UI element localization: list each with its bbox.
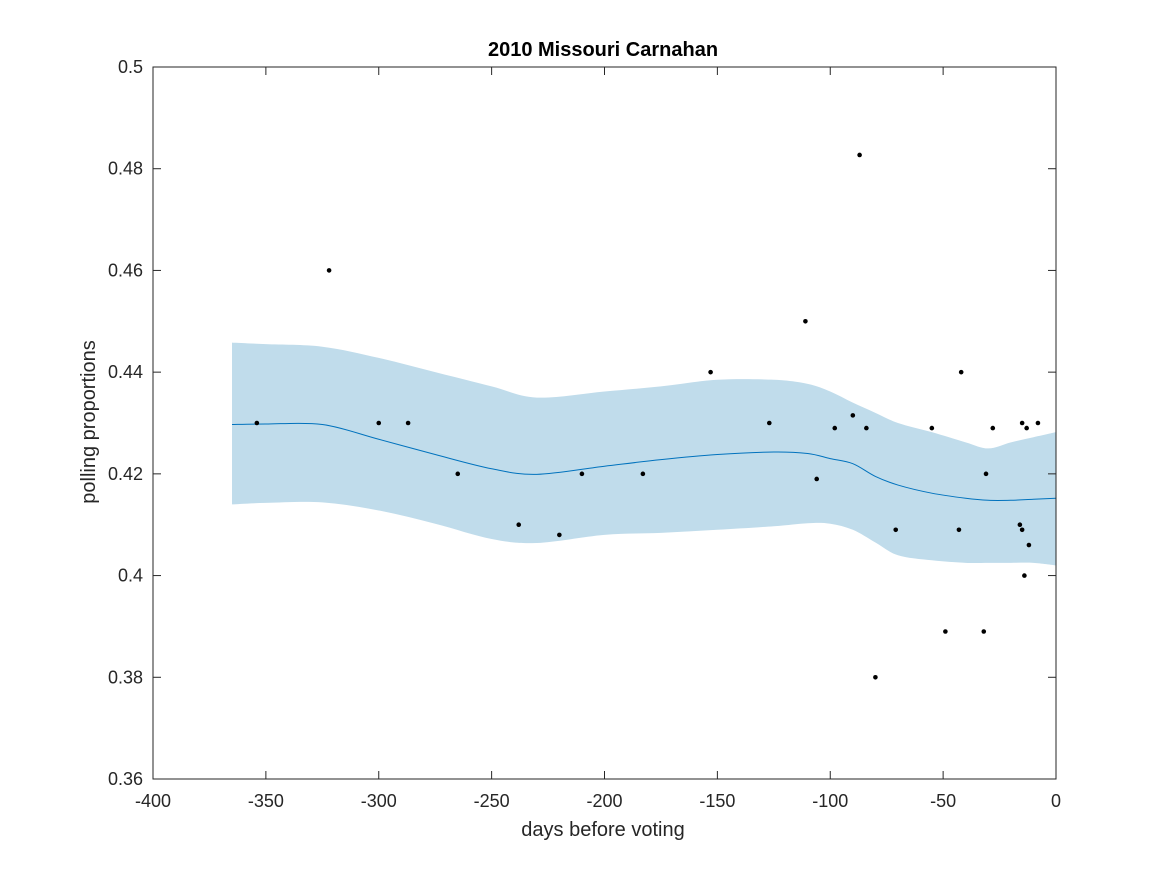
y-tick-label: 0.5 (118, 57, 143, 77)
poll-point (832, 425, 838, 431)
poll-point (893, 527, 899, 533)
x-tick-label: -200 (586, 791, 622, 811)
trend-line (232, 422, 1057, 501)
poll-point (857, 152, 862, 158)
trend-line-layer (232, 422, 1057, 501)
x-tick-label: -400 (135, 791, 171, 811)
poll-point (990, 425, 996, 431)
poll-point (1022, 573, 1027, 578)
y-tick-label: 0.36 (108, 769, 143, 789)
y-tick-label: 0.48 (108, 159, 143, 179)
poll-point (455, 471, 461, 477)
confidence-band-layer (232, 342, 1056, 566)
poll-point (983, 471, 989, 477)
x-tick-label: -150 (699, 791, 735, 811)
y-axis-label: polling proportions (78, 340, 100, 503)
poll-point (1026, 542, 1032, 548)
y-tick-label: 0.46 (108, 260, 143, 280)
poll-point (1024, 425, 1029, 431)
x-axis-label: days before voting (521, 819, 684, 841)
x-tick-label: 0 (1051, 791, 1061, 811)
y-tick-label: 0.42 (108, 464, 143, 484)
poll-point (767, 420, 772, 426)
poll-point (376, 420, 382, 426)
poll-point (1017, 522, 1023, 528)
poll-point (1019, 527, 1025, 533)
ticks-layer: -400 -350 -300 -250 -200 -150 -100 -50 0 0.36 0.38… (108, 57, 1061, 811)
poll-point (1019, 420, 1025, 426)
x-tick-label: -250 (474, 791, 510, 811)
poll-point (405, 420, 411, 426)
poll-point (803, 318, 808, 324)
x-tick-label: -300 (361, 791, 397, 811)
poll-point (943, 629, 948, 634)
poll-point (850, 413, 856, 418)
poll-point (956, 527, 962, 533)
y-tick-label: 0.44 (108, 362, 143, 382)
x-tick-label: -350 (248, 791, 284, 811)
x-tick-label: -100 (812, 791, 848, 811)
x-tick-label: -50 (930, 791, 956, 811)
poll-point (254, 420, 260, 426)
confidence-band (232, 342, 1056, 566)
poll-point (929, 425, 935, 431)
poll-point (579, 471, 585, 477)
poll-point (326, 268, 332, 273)
chart-title: 2010 Missouri Carnahan (488, 39, 718, 61)
poll-point (516, 522, 522, 528)
poll-point (814, 476, 820, 482)
poll-points-layer (254, 152, 1041, 680)
y-tick-label: 0.38 (108, 667, 143, 687)
poll-point (981, 629, 987, 634)
poll-point (557, 532, 562, 538)
poll-point (958, 369, 964, 375)
poll-point (864, 425, 869, 431)
poll-point (708, 369, 713, 375)
poll-point (640, 471, 646, 477)
y-tick-label: 0.4 (118, 566, 143, 586)
poll-point (1035, 420, 1041, 426)
poll-point (873, 674, 878, 680)
